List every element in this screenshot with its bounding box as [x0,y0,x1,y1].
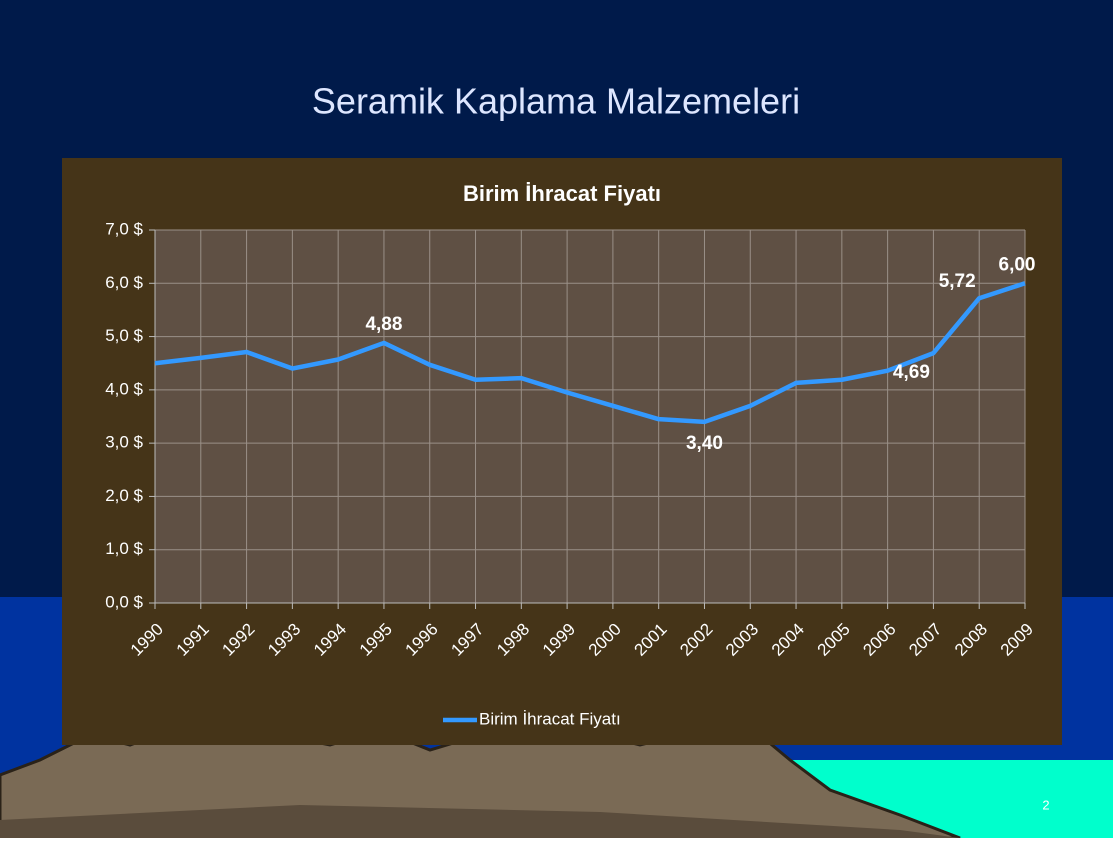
mountain-shadow [0,805,960,838]
y-tick-label: 5,0 $ [105,326,143,345]
chart-title: Birim İhracat Fiyatı [463,181,661,206]
data-label: 3,40 [686,433,723,454]
slide-title: Seramik Kaplama Malzemeleri [312,81,800,122]
y-tick-label: 4,0 $ [105,379,143,398]
data-label: 6,00 [999,254,1036,275]
y-tick-label: 3,0 $ [105,433,143,452]
y-tick-label: 0,0 $ [105,592,143,611]
y-tick-label: 2,0 $ [105,486,143,505]
y-tick-label: 1,0 $ [105,539,143,558]
y-tick-label: 7,0 $ [105,219,143,238]
plot-area [155,230,1025,603]
series-line [154,281,1026,425]
legend-label: Birim İhracat Fiyatı [479,709,621,728]
y-tick-label: 6,0 $ [105,273,143,292]
page-number: 2 [1042,797,1049,812]
data-label: 4,88 [365,314,402,335]
data-label: 4,69 [893,362,930,383]
data-label: 5,72 [939,271,976,292]
shore [760,760,1113,838]
